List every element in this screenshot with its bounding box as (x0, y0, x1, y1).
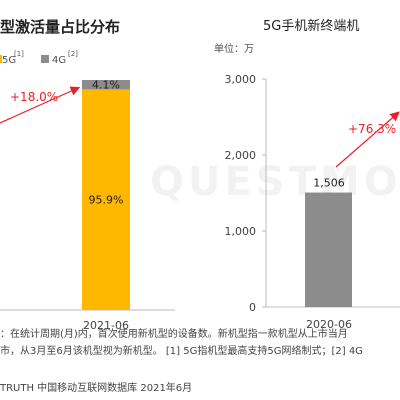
right-y-ticks: 0 1,000 2,000 3,000 (225, 73, 266, 314)
watermark: QUESTMOBILE (150, 159, 400, 205)
footnote-line-2: 市，从3月至6月该机型视为新机型。 [1] 5G指机型最高支持5G网络制式；[2… (0, 346, 363, 357)
legend-5g-sup: [1] (14, 50, 24, 58)
source-line: TRUTH 中国移动互联网数据库 2021年6月 (0, 383, 193, 394)
right-y-tick-label: 0 (249, 301, 256, 314)
legend-5g-label: 5G (2, 55, 16, 66)
bar-2021-06-5g (82, 89, 130, 311)
label-2020-06-value: 1,506 (313, 177, 345, 190)
bar-2021-06-4g (82, 80, 130, 90)
footnotes: ：在统计周期(月)内，首次使用新机型的设备数。新机型指一款机型从上市当月 市，从… (0, 326, 400, 360)
legend-4g-swatch (41, 55, 49, 63)
right-y-tick-label: 2,000 (225, 149, 257, 162)
right-growth-annotation: +76.3% (348, 122, 396, 136)
label-4g-value: 4.1% (92, 79, 120, 92)
unit-label: 单位：万 (214, 42, 254, 55)
right-growth-arrow (335, 111, 400, 168)
bar-2020-06 (305, 192, 352, 307)
right-x-tick: 2020-06 (306, 318, 352, 331)
left-chart-title: 型激活量占比分布 (0, 18, 120, 36)
left-growth-arrow (0, 86, 81, 124)
legend-5g-swatch (0, 55, 2, 63)
left-x-tick: 2021-06 (83, 319, 129, 332)
legend-4g-sup: [2] (68, 50, 78, 58)
right-y-tick-label: 3,000 (225, 73, 257, 86)
right-y-tick-label: 1,000 (225, 225, 257, 238)
footnote-line-1: ：在统计周期(月)内，首次使用新机型的设备数。新机型指一款机型从上市当月 (0, 329, 348, 340)
left-growth-annotation: +18.0% (10, 90, 58, 104)
legend-4g-label: 4G (52, 55, 66, 66)
label-5g-value: 95.9% (89, 194, 124, 207)
left-legend: 5G [1] 4G [2] (0, 50, 78, 66)
right-chart-title: 5G手机新终端机 (263, 18, 359, 34)
